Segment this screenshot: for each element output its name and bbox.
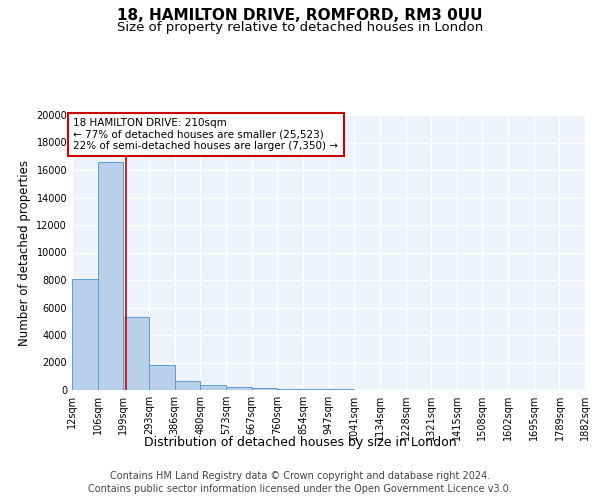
Y-axis label: Number of detached properties: Number of detached properties (18, 160, 31, 346)
Bar (251, 388, 277, 390)
Bar (226, 387, 251, 390)
Bar (303, 389, 329, 390)
Bar (149, 364, 175, 390)
Bar (98, 162, 124, 390)
Bar (124, 317, 149, 390)
Text: Size of property relative to detached houses in London: Size of property relative to detached ho… (117, 21, 483, 34)
Text: 18, HAMILTON DRIVE, ROMFORD, RM3 0UU: 18, HAMILTON DRIVE, ROMFORD, RM3 0UU (117, 8, 483, 22)
Text: Contains public sector information licensed under the Open Government Licence v3: Contains public sector information licen… (88, 484, 512, 494)
Text: 18 HAMILTON DRIVE: 210sqm
← 77% of detached houses are smaller (25,523)
22% of s: 18 HAMILTON DRIVE: 210sqm ← 77% of detac… (73, 118, 338, 151)
Bar (277, 389, 303, 390)
Text: Distribution of detached houses by size in London: Distribution of detached houses by size … (143, 436, 457, 449)
Bar (175, 380, 200, 390)
Bar (72, 278, 98, 390)
Bar (200, 385, 226, 390)
Text: Contains HM Land Registry data © Crown copyright and database right 2024.: Contains HM Land Registry data © Crown c… (110, 471, 490, 481)
